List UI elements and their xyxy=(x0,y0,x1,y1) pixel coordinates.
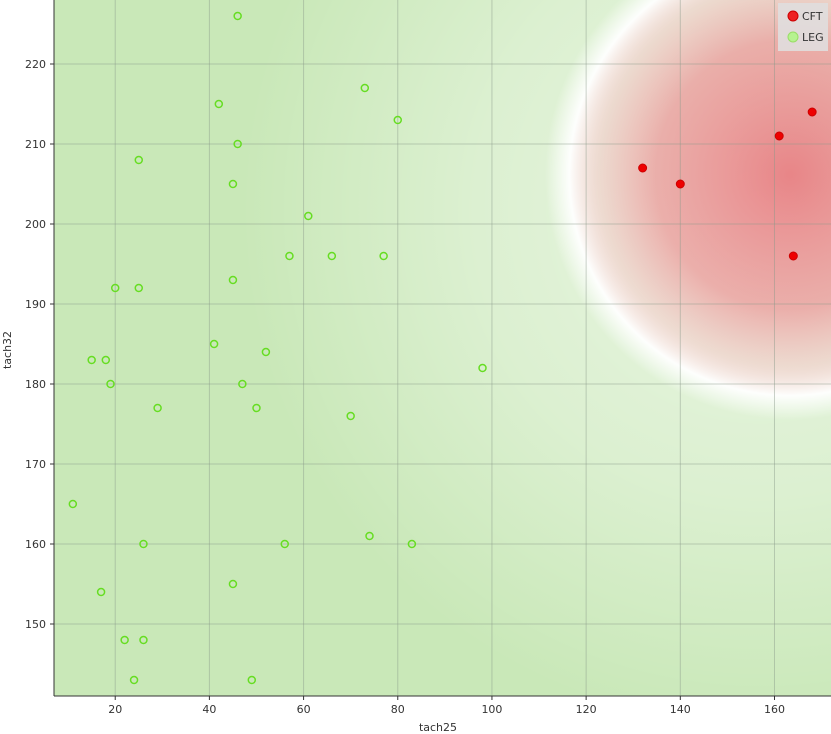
leg-point xyxy=(360,83,370,93)
leg-point xyxy=(346,411,355,421)
legend-leg-label: LEG xyxy=(802,31,824,44)
x-tick-label: 20 xyxy=(108,703,122,716)
leg-point xyxy=(261,347,271,357)
legend: CFT LEG xyxy=(778,3,828,51)
x-ticks: 20 40 60 80 100 120 140 160 xyxy=(108,696,785,716)
leg-points xyxy=(68,11,487,685)
leg-point xyxy=(129,675,139,685)
leg-point xyxy=(96,587,106,597)
cft-point xyxy=(774,131,784,141)
y-tick-label: 190 xyxy=(25,298,46,311)
y-tick-label: 210 xyxy=(25,138,46,151)
leg-point xyxy=(238,379,247,389)
leg-point xyxy=(478,363,487,373)
x-tick-label: 140 xyxy=(670,703,691,716)
leg-point xyxy=(228,179,238,189)
leg-point xyxy=(379,251,388,261)
leg-point xyxy=(106,379,115,389)
legend-leg-marker xyxy=(787,31,799,43)
y-ticks: 150 160 170 180 190 200 210 220 xyxy=(25,58,54,631)
leg-point xyxy=(87,355,96,365)
x-tick-label: 120 xyxy=(576,703,597,716)
leg-point xyxy=(304,211,313,221)
leg-point xyxy=(209,339,219,349)
x-tick-label: 60 xyxy=(297,703,311,716)
leg-point xyxy=(139,539,148,549)
cft-point xyxy=(638,163,648,173)
leg-point xyxy=(393,115,403,125)
leg-point xyxy=(407,539,417,549)
cft-point xyxy=(788,251,798,261)
axes xyxy=(53,0,831,697)
x-tick-label: 100 xyxy=(481,703,502,716)
grid xyxy=(54,0,831,696)
leg-point xyxy=(139,635,148,645)
leg-point xyxy=(252,403,261,413)
legend-cft-marker xyxy=(787,10,799,22)
y-tick-label: 220 xyxy=(25,58,46,71)
leg-point xyxy=(110,283,120,293)
leg-point xyxy=(327,251,337,261)
leg-point xyxy=(120,635,129,645)
cft-points xyxy=(638,107,817,261)
x-tick-label: 80 xyxy=(391,703,405,716)
y-tick-label: 180 xyxy=(25,378,46,391)
x-axis-label: tach25 xyxy=(419,721,457,734)
leg-point xyxy=(68,499,78,509)
y-tick-label: 200 xyxy=(25,218,46,231)
legend-box xyxy=(778,3,828,51)
leg-point xyxy=(280,539,289,549)
leg-point xyxy=(233,11,242,21)
leg-point xyxy=(285,251,294,261)
y-tick-label: 160 xyxy=(25,538,46,551)
leg-point xyxy=(134,155,144,165)
y-axis-label: tach32 xyxy=(1,331,14,369)
y-tick-label: 150 xyxy=(25,618,46,631)
leg-point xyxy=(153,403,162,413)
x-tick-label: 160 xyxy=(764,703,785,716)
y-tick-label: 170 xyxy=(25,458,46,471)
leg-point xyxy=(101,355,111,365)
x-tick-label: 40 xyxy=(202,703,216,716)
plot-area xyxy=(54,0,831,696)
cft-region-background xyxy=(54,0,831,696)
leg-point xyxy=(247,675,257,685)
legend-cft-label: CFT xyxy=(802,10,823,23)
leg-point xyxy=(134,283,144,293)
leg-point xyxy=(365,531,374,541)
leg-point xyxy=(228,275,238,285)
cft-point xyxy=(675,179,685,189)
leg-point xyxy=(228,579,238,589)
cft-point xyxy=(807,107,817,117)
leg-point xyxy=(214,99,224,109)
leg-point xyxy=(233,139,242,149)
